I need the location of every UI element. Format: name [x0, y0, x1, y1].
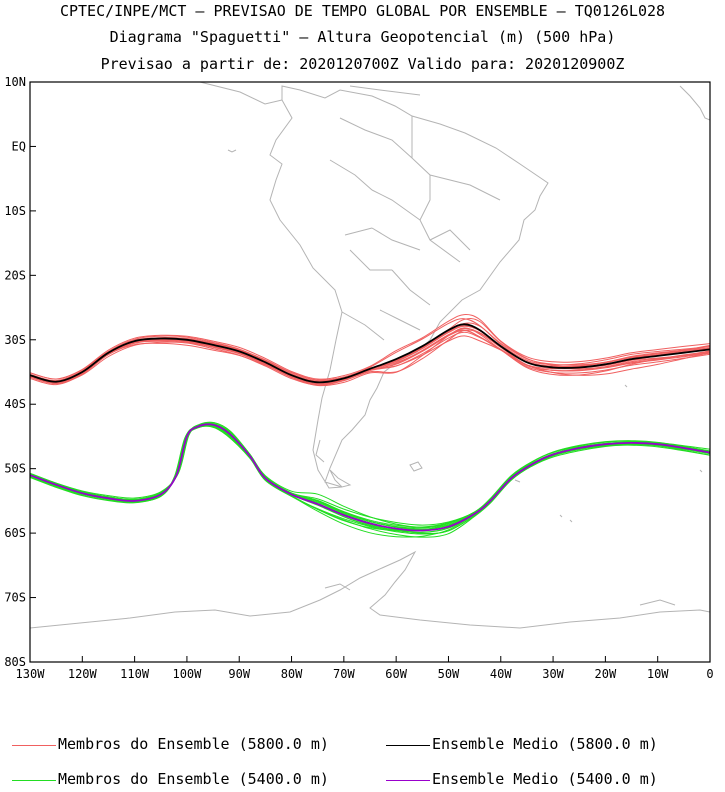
ensemble-member-5400	[30, 424, 710, 530]
ensemble-member-5800	[30, 329, 710, 385]
south-america-coast	[269, 85, 549, 489]
small-islands	[227, 149, 703, 473]
lon-tick-label: 0	[706, 667, 713, 681]
lon-tick-label: 70W	[333, 667, 355, 681]
ensemble-member-5800	[30, 327, 710, 384]
legend-label-mean-5800: Ensemble Medio (5800.0 m)	[432, 735, 658, 753]
lon-tick-label: 50W	[438, 667, 460, 681]
falkland-islands	[409, 461, 521, 483]
lat-tick-label: EQ	[12, 139, 26, 153]
legend-label-members-5800: Membros do Ensemble (5800.0 m)	[58, 735, 329, 753]
lat-tick-label: 30S	[4, 333, 26, 347]
ensemble-member-5400	[30, 425, 710, 538]
tierra-del-fuego	[315, 439, 352, 488]
ensemble-member-5400	[30, 423, 710, 528]
legend-line-mean-5800	[386, 745, 430, 746]
ensemble-member-5800	[30, 331, 710, 385]
lat-tick-label: 80S	[4, 655, 26, 669]
country-borders	[329, 116, 501, 341]
lon-tick-label: 110W	[120, 667, 150, 681]
lat-tick-label: 60S	[4, 526, 26, 540]
lat-tick-label: 70S	[4, 591, 26, 605]
legend-label-mean-5400: Ensemble Medio (5400.0 m)	[432, 770, 658, 788]
lon-tick-label: 120W	[68, 667, 98, 681]
lon-tick-label: 20W	[595, 667, 617, 681]
antarctica-coast	[30, 550, 710, 629]
ensemble-member-5800	[30, 327, 710, 387]
lat-tick-label: 10S	[4, 204, 26, 218]
lat-tick-label: 20S	[4, 268, 26, 282]
ensemble-member-5800	[30, 329, 710, 386]
lat-tick-label: 50S	[4, 462, 26, 476]
legend-line-members-5400	[12, 780, 56, 781]
chart-title-line-1: CPTEC/INPE/MCT — PREVISAO DE TEMPO GLOBA…	[59, 2, 666, 20]
lon-tick-label: 60W	[385, 667, 407, 681]
map-frame	[29, 81, 711, 663]
chart-title-line-2: Diagrama "Spaguetti" — Altura Geopotenci…	[109, 28, 616, 46]
ensemble-member-5400	[30, 423, 710, 533]
legend-line-mean-5400	[386, 780, 430, 781]
central-america-coast	[199, 82, 421, 105]
lon-tick-label: 40W	[490, 667, 512, 681]
lon-tick-label: 80W	[281, 667, 303, 681]
ensemble-member-5400	[30, 421, 710, 526]
ensemble-member-5400	[30, 424, 710, 531]
legend-label-members-5400: Membros do Ensemble (5400.0 m)	[58, 770, 329, 788]
ensemble-member-5800	[30, 314, 710, 380]
ensemble-mean-5800	[30, 323, 710, 384]
ensemble-mean-5400	[30, 423, 710, 532]
coastlines	[30, 82, 710, 629]
lon-tick-label: 90W	[228, 667, 250, 681]
ensemble-member-5400	[30, 422, 710, 532]
lat-tick-label: 10N	[4, 75, 26, 89]
lon-tick-label: 130W	[16, 667, 46, 681]
ensemble-member-5400	[30, 423, 710, 529]
lon-tick-label: 30W	[542, 667, 564, 681]
antarctic-islands	[324, 514, 676, 606]
ensemble-member-5400	[30, 423, 710, 532]
lon-tick-label: 10W	[647, 667, 669, 681]
contour-group	[30, 314, 710, 538]
ensemble-member-5800	[30, 318, 710, 382]
chart-title-line-3: Previsao a partir de: 2020120700Z Valido…	[100, 55, 625, 73]
legend-line-members-5800	[12, 745, 56, 746]
africa-coast	[679, 85, 710, 121]
lon-tick-label: 100W	[172, 667, 202, 681]
lat-tick-label: 40S	[4, 397, 26, 411]
ensemble-member-5400	[30, 421, 710, 528]
